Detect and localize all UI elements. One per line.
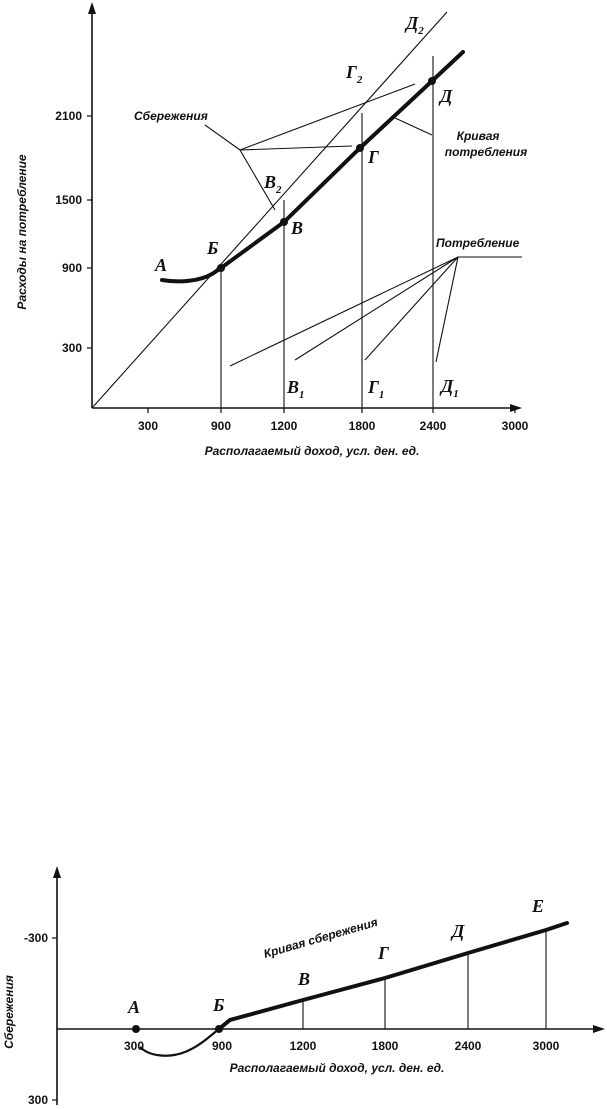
c1-point-label: Д — [438, 86, 453, 106]
c1-point-label: Г2 — [345, 62, 363, 86]
c1-point-label: В — [290, 218, 303, 238]
c2-x-tick-label: 3000 — [533, 1039, 560, 1053]
c1-x-ticks: 300 900 1200 1800 2400 3000 — [138, 408, 529, 433]
c2-point-label: В — [297, 969, 310, 989]
c1-leader-savings-3 — [239, 149, 276, 211]
c2-x-tick-label: 1200 — [290, 1039, 317, 1053]
c2-point-label: А — [127, 997, 140, 1017]
c1-dot-v — [280, 218, 288, 226]
c1-point-label: В1 — [286, 377, 305, 401]
c2-point-label: Е — [531, 896, 544, 916]
c1-y-tick-label: 300 — [62, 341, 82, 355]
c1-annotation-curve: Кривая потребления — [445, 129, 527, 159]
c1-x-tick-label: 2400 — [420, 419, 447, 433]
c1-x-tick-label: 1800 — [349, 419, 376, 433]
c1-y-axis-arrow — [88, 2, 96, 14]
c2-y-tick-label: 300 — [28, 1093, 48, 1107]
c1-point-label: Д2 — [404, 13, 424, 37]
savings-chart: -300 300 300 900 1200 1800 2400 3000 Кривая сб… — [2, 866, 605, 1107]
c2-savings-curve-negative — [139, 1028, 220, 1057]
c1-x-tick-label: 900 — [211, 419, 231, 433]
c2-dot-b — [215, 1025, 223, 1033]
c1-leader-cons-1 — [229, 256, 459, 367]
c1-y-tick-label: 2100 — [55, 109, 82, 123]
c1-leader-cons-2 — [294, 256, 459, 361]
c1-leader-savings-1 — [239, 83, 416, 151]
c2-x-tick-label: 900 — [212, 1039, 232, 1053]
c2-x-tick-label: 300 — [124, 1039, 144, 1053]
c2-dot-a — [132, 1025, 140, 1033]
c2-x-axis-label: Располагаемый доход, усл. ден. ед. — [230, 1061, 445, 1075]
c2-y-axis-label: Сбережения — [2, 975, 16, 1049]
c2-x-tick-label: 1800 — [372, 1039, 399, 1053]
c2-x-ticks: 300 900 1200 1800 2400 3000 — [124, 1039, 560, 1053]
c2-x-tick-label: 2400 — [455, 1039, 482, 1053]
c1-point-labels: А Б В Г Д В2 Г2 Д2 В1 Г1 Д1 — [154, 13, 459, 401]
c1-point-label: Г — [367, 147, 379, 167]
c1-leader-curve — [394, 117, 433, 136]
c2-y-tick-label: -300 — [24, 931, 48, 945]
c2-y-axis-arrow — [53, 866, 61, 878]
c1-annotation-savings: Сбережения — [134, 109, 208, 123]
c1-point-label: Г1 — [367, 377, 384, 401]
c1-leader-savings-2 — [239, 145, 353, 151]
c1-dot-b — [217, 264, 225, 272]
c1-45-degree-line — [91, 11, 448, 409]
c1-y-ticks: 300 900 1500 2100 — [55, 109, 92, 355]
c1-leader-cons-4 — [435, 256, 459, 363]
c2-point-label: Г — [377, 943, 389, 963]
c2-curve-label: Кривая сбережения — [262, 915, 379, 961]
c1-dot-g — [356, 144, 364, 152]
c1-y-tick-label: 1500 — [55, 193, 82, 207]
c1-dot-d — [428, 77, 436, 85]
c1-point-label: Б — [206, 238, 218, 258]
c2-point-label: Б — [212, 995, 224, 1015]
c2-x-axis-arrow — [593, 1025, 605, 1033]
c1-x-tick-label: 1200 — [271, 419, 298, 433]
c1-point-label: В2 — [263, 172, 282, 196]
c1-x-axis-label: Располагаемый доход, усл. ден. ед. — [205, 444, 420, 458]
c1-y-axis-label: Расходы на потребление — [15, 154, 29, 309]
c2-point-labels: А Б В Г Д Е — [127, 896, 544, 1017]
c2-y-ticks: -300 300 — [24, 931, 57, 1107]
c2-savings-curve — [217, 921, 569, 1031]
c1-x-axis-arrow — [510, 404, 522, 412]
c2-point-label: Д — [450, 921, 465, 941]
c1-x-tick-label: 300 — [138, 419, 158, 433]
c1-x-tick-label: 3000 — [502, 419, 529, 433]
c1-point-label: А — [154, 255, 167, 275]
c1-point-label: Д1 — [439, 376, 459, 400]
c1-y-tick-label: 900 — [62, 261, 82, 275]
c1-leader-cons-3 — [364, 256, 459, 361]
c1-leader-savings-4 — [204, 124, 241, 151]
c1-consumption-curve — [160, 50, 465, 284]
c1-annotation-consumption: Потребление — [436, 236, 520, 250]
